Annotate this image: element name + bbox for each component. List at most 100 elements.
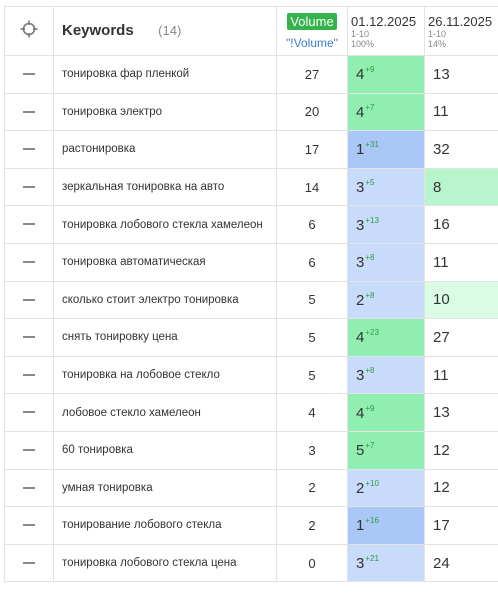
volume-column-header[interactable]: Volume "!Volume" [276,6,348,56]
keywords-title: Keywords [62,22,134,39]
minus-icon[interactable] [23,261,35,264]
table-body: тонировка фар пленкой 27 4+9 13 тонировка эл… [4,55,498,583]
row-toggle-cell[interactable] [4,430,54,470]
position-change-value: +8 [365,290,375,300]
table-row: растонировка 17 1+31 32 [4,130,498,169]
row-toggle-cell[interactable] [4,468,54,508]
volume-cell: 14 [276,167,348,207]
minus-icon[interactable] [23,110,35,113]
date2-label: 26.11.2025 [428,13,493,29]
position-date2-value: 8 [433,178,442,196]
minus-icon[interactable] [23,336,35,339]
minus-icon[interactable] [23,486,35,489]
position-date2-cell: 24 [424,543,498,583]
volume-cell: 17 [276,130,348,169]
position-date2-value: 13 [433,65,450,83]
minus-icon[interactable] [23,373,35,376]
minus-icon[interactable] [23,524,35,527]
header-icon-cell[interactable] [4,6,54,56]
position-date1-value: 1 [356,517,365,535]
row-toggle-cell[interactable] [4,318,54,357]
position-date2-value: 17 [433,516,450,534]
keyword-cell[interactable]: тонировка на лобовое стекло [53,355,277,395]
row-toggle-cell[interactable] [4,242,54,282]
position-date2-value: 24 [433,554,450,572]
volume-cell: 6 [276,242,348,282]
position-date2-cell: 10 [424,280,498,320]
minus-icon[interactable] [23,411,35,414]
row-toggle-cell[interactable] [4,355,54,395]
position-date1-value: 1 [356,141,365,159]
keyword-cell[interactable]: зеркальная тонировка на авто [53,167,277,207]
date1-column-header[interactable]: 01.12.2025 1-10 100% [347,6,425,56]
position-date1-cell: 1+16 [347,506,425,545]
table-row: сколько стоит электро тонировка 5 2+8 10 [4,280,498,320]
keyword-cell[interactable]: тонировка электро [53,92,277,132]
row-toggle-cell[interactable] [4,167,54,207]
position-date1-cell: 3+8 [347,355,425,395]
position-change-value: +13 [365,215,379,225]
minus-icon[interactable] [23,148,35,151]
target-crosshair-icon[interactable] [20,20,38,38]
position-change-value: +7 [365,102,375,112]
volume-cell: 27 [276,55,348,94]
exact-volume-label[interactable]: "!Volume" [286,35,338,50]
date1-percent: 100% [351,38,375,49]
keyword-cell[interactable]: тонировка лобового стекла цена [53,543,277,583]
table-row: тонирование лобового стекла 2 1+16 17 [4,506,498,545]
position-change-value: +21 [365,554,379,564]
position-change-value: +31 [365,140,379,150]
row-toggle-cell[interactable] [4,130,54,169]
row-toggle-cell[interactable] [4,205,54,244]
keyword-cell[interactable]: тонировка лобового стекла хамелеон [53,205,277,244]
row-toggle-cell[interactable] [4,55,54,94]
volume-badge[interactable]: Volume [287,12,337,30]
position-date1-cell: 4+23 [347,318,425,357]
keyword-cell[interactable]: лобовое стекло хамелеон [53,393,277,432]
position-date1-cell: 1+31 [347,130,425,169]
keyword-cell[interactable]: тонировка автоматическая [53,242,277,282]
position-date1-cell: 3+21 [347,543,425,583]
keywords-count: (14) [158,23,182,38]
position-date1-cell: 5+7 [347,430,425,470]
position-date1-value: 3 [356,216,365,234]
position-date1-value: 3 [356,555,365,573]
date2-column-header[interactable]: 26.11.2025 1-10 14% [424,6,498,56]
position-date2-value: 12 [433,479,450,497]
keyword-cell[interactable]: тонировка фар пленкой [53,55,277,94]
minus-icon[interactable] [23,223,35,226]
keyword-cell[interactable]: тонирование лобового стекла [53,506,277,545]
keyword-cell[interactable]: умная тонировка [53,468,277,508]
keyword-cell[interactable]: 60 тонировка [53,430,277,470]
position-change-value: +23 [365,328,379,338]
keyword-cell[interactable]: растонировка [53,130,277,169]
keyword-cell[interactable]: снять тонировку цена [53,318,277,357]
minus-icon[interactable] [23,185,35,188]
table-row: тонировка на лобовое стекло 5 3+8 11 [4,355,498,395]
position-date2-cell: 13 [424,393,498,432]
volume-cell: 6 [276,205,348,244]
row-toggle-cell[interactable] [4,543,54,583]
position-change-value: +5 [365,178,375,188]
minus-icon[interactable] [23,73,35,76]
row-toggle-cell[interactable] [4,280,54,320]
keyword-cell[interactable]: сколько стоит электро тонировка [53,280,277,320]
position-date2-value: 32 [433,140,450,158]
table-row: тонировка лобового стекла хамелеон 6 3+13 1… [4,205,498,244]
minus-icon[interactable] [23,449,35,451]
minus-icon[interactable] [23,298,35,301]
position-change-value: +9 [365,403,375,413]
minus-icon[interactable] [23,561,35,564]
row-toggle-cell[interactable] [4,506,54,545]
position-date1-value: 3 [356,179,365,197]
position-change-value: +10 [365,478,379,488]
position-date1-value: 3 [356,367,365,385]
position-change-value: +7 [365,441,375,451]
keywords-column-header[interactable]: Keywords (14) [53,6,277,56]
volume-cell: 20 [276,92,348,132]
row-toggle-cell[interactable] [4,92,54,132]
row-toggle-cell[interactable] [4,393,54,432]
table-row: снять тонировку цена 5 4+23 27 [4,318,498,357]
position-date2-cell: 13 [424,55,498,94]
position-date2-value: 27 [433,328,450,346]
